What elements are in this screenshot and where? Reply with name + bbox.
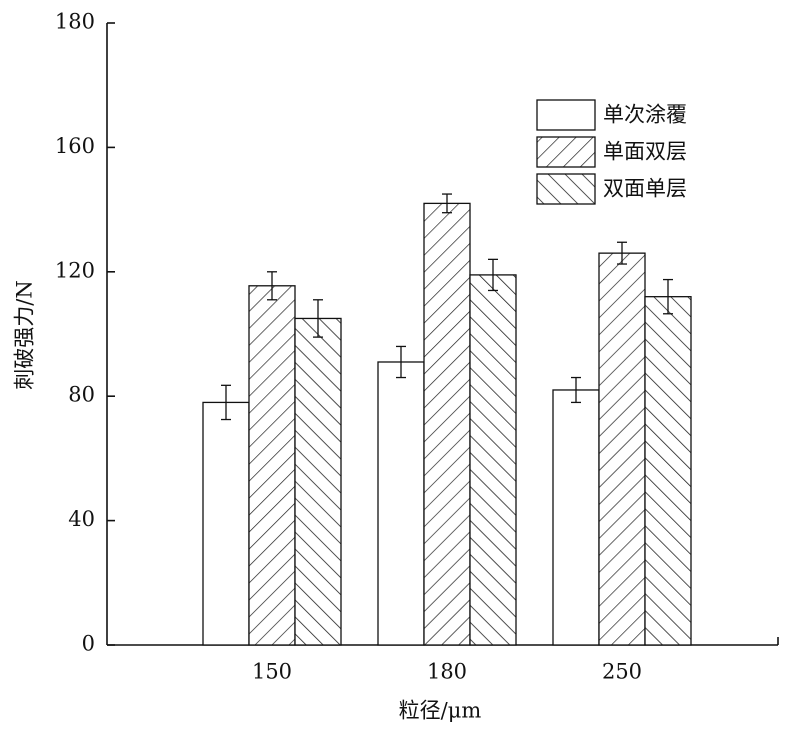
error-bar (267, 271, 277, 301)
legend-label: 双面单层 (603, 177, 687, 201)
y-tick-label: 0 (82, 632, 95, 656)
x-tick-label: 250 (602, 660, 642, 684)
legend-swatch (536, 99, 596, 131)
bar (598, 252, 646, 646)
bar (248, 285, 296, 646)
error-bar (313, 299, 323, 338)
legend-label: 单次涂覆 (603, 103, 687, 127)
x-tick-label: 180 (427, 660, 467, 684)
bar (202, 401, 250, 646)
y-tick-label: 80 (68, 383, 95, 407)
error-bar (221, 384, 231, 421)
error-bar (571, 376, 581, 404)
bar (644, 296, 692, 646)
y-tick-label: 160 (55, 134, 95, 158)
bar (469, 274, 517, 646)
y-tick-label: 40 (68, 507, 95, 531)
bar (423, 202, 471, 646)
x-axis-label: 粒径/μm (399, 699, 482, 723)
bar (294, 317, 342, 646)
error-bar (663, 278, 673, 315)
legend-label: 单面双层 (603, 140, 687, 164)
y-axis-label: 刺破强力/N (13, 280, 37, 389)
error-bar (617, 241, 627, 265)
legend-swatch (536, 136, 596, 168)
bar (377, 361, 425, 646)
x-tick-label: 150 (252, 660, 292, 684)
error-bar (488, 258, 498, 292)
y-tick-label: 180 (55, 10, 95, 34)
error-bar (396, 345, 406, 379)
bar (552, 389, 600, 646)
error-bar (442, 193, 452, 214)
legend-swatch (536, 173, 596, 205)
y-tick-label: 120 (55, 258, 95, 282)
